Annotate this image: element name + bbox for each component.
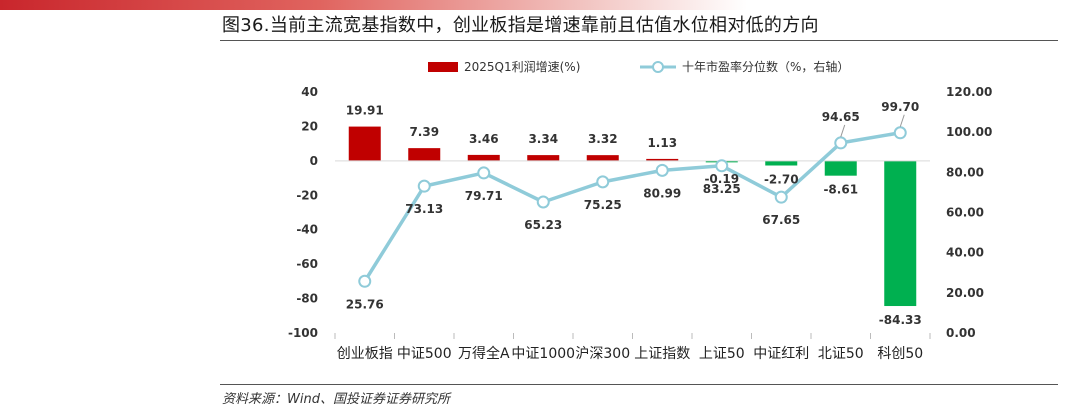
profit-growth-bar	[467, 154, 500, 161]
legend-line-marker	[652, 61, 664, 73]
y-left-tick-label: -60	[296, 257, 318, 271]
profit-growth-bar	[586, 155, 619, 161]
bar-value-label: 3.46	[469, 132, 499, 146]
y-right-tick-label: 120.00	[946, 85, 992, 99]
legend-bar-swatch	[428, 62, 458, 72]
y-left-tick-label: -80	[296, 292, 318, 306]
y-right-tick-label: 60.00	[946, 206, 984, 220]
bar-value-label: 1.13	[647, 136, 677, 150]
pe-percentile-point	[655, 163, 669, 177]
profit-growth-bar	[348, 126, 381, 161]
y-left-tick-label: -20	[296, 188, 318, 202]
bar-value-label: -2.70	[764, 173, 799, 187]
y-left-tick-label: 0	[310, 154, 318, 168]
bar-value-label: 3.32	[588, 132, 618, 146]
category-label: 万得全A	[458, 345, 510, 362]
line-value-label: 94.65	[822, 110, 860, 124]
bar-value-label: -8.61	[823, 183, 858, 197]
line-value-label: 80.99	[643, 186, 681, 200]
category-label: 上证50	[699, 346, 745, 362]
source-divider	[220, 384, 1058, 385]
category-label: 上证指数	[634, 346, 690, 362]
title-divider	[220, 40, 1058, 41]
bar-value-label: 7.39	[409, 125, 439, 139]
line-value-label: 99.70	[881, 100, 919, 114]
category-label: 沪深300	[575, 346, 630, 362]
profit-growth-bar	[824, 160, 857, 176]
pe-percentile-point	[774, 190, 788, 204]
profit-growth-bar	[408, 148, 441, 161]
profit-growth-bar	[527, 155, 560, 161]
pe-percentile-point	[477, 166, 491, 180]
pe-percentile-point	[834, 136, 848, 150]
source-note: 资料来源：Wind、国投证券证券研究所	[222, 392, 450, 407]
y-right-tick-label: 0.00	[946, 326, 976, 340]
pe-percentile-point	[893, 126, 907, 140]
line-value-label: 25.76	[346, 297, 384, 311]
pe-percentile-point	[358, 274, 372, 288]
bar-value-label: -0.19	[704, 172, 739, 186]
line-value-label: 67.65	[762, 213, 800, 227]
y-left-tick-label: 20	[301, 119, 318, 133]
line-value-label: 83.25	[703, 182, 741, 196]
line-value-label: 73.13	[405, 202, 443, 216]
category-label: 中证1000	[511, 346, 575, 362]
y-right-tick-label: 80.00	[946, 165, 984, 179]
category-label: 中证红利	[753, 346, 809, 362]
profit-growth-bar	[765, 160, 798, 166]
bar-value-label: -84.33	[879, 313, 922, 327]
label-leader-line	[840, 124, 846, 138]
line-value-label: 75.25	[584, 198, 622, 212]
category-label: 科创50	[877, 346, 923, 362]
pe-percentile-point	[536, 195, 550, 209]
legend-bar-label: 2025Q1利润增速(%)	[464, 60, 580, 74]
category-label: 北证50	[818, 346, 864, 362]
y-right-tick-label: 100.00	[946, 125, 992, 139]
pe-percentile-point	[596, 175, 610, 189]
pe-percentile-point	[417, 179, 431, 193]
line-value-label: 65.23	[524, 218, 562, 232]
profit-growth-bar	[646, 158, 679, 161]
figure-title: 图36.当前主流宽基指数中，创业板指是增速靠前且估值水位相对低的方向	[222, 15, 819, 36]
y-left-tick-label: 40	[301, 85, 318, 99]
pe-percentile-line	[363, 131, 901, 283]
top-accent-bar	[0, 0, 1067, 10]
pe-percentile-point	[715, 159, 729, 173]
label-leader-line	[899, 114, 905, 127]
y-right-tick-label: 40.00	[946, 246, 984, 260]
profit-growth-bar	[884, 160, 917, 307]
category-label: 中证500	[397, 346, 452, 362]
bar-value-label: 3.34	[528, 132, 558, 146]
bar-value-label: 19.91	[346, 104, 384, 118]
y-left-tick-label: -100	[288, 326, 318, 340]
y-right-tick-label: 20.00	[946, 286, 984, 300]
category-label: 创业板指	[337, 346, 393, 362]
legend-line-label: 十年市盈率分位数（%，右轴）	[682, 59, 849, 74]
line-value-label: 79.71	[465, 189, 503, 203]
y-left-tick-label: -40	[296, 223, 318, 237]
